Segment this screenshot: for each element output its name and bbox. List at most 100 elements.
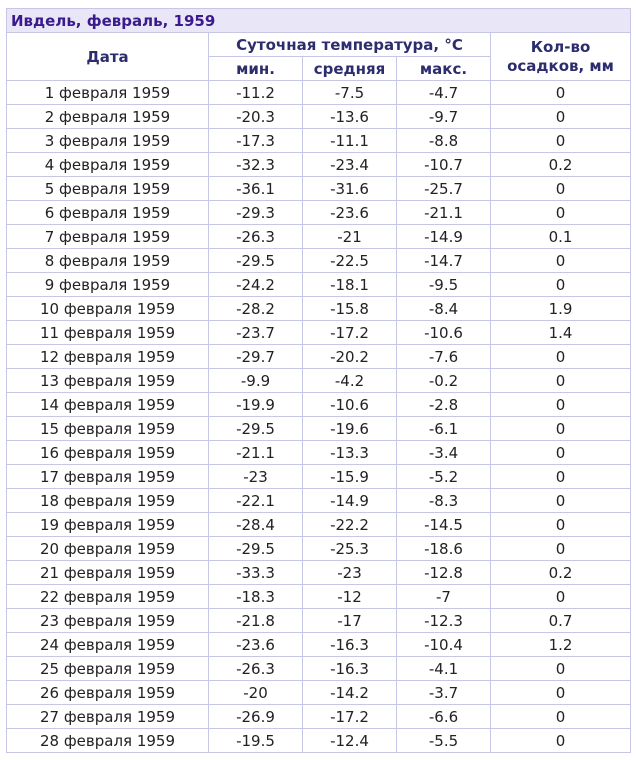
date-cell: 6 февраля 1959 — [6, 200, 209, 225]
avg-temp-cell: -23.6 — [302, 200, 397, 225]
precipitation-header: Кол-во осадков, мм — [489, 32, 632, 81]
max-temp-cell: -2.8 — [396, 392, 491, 417]
max-temp-cell: -14.7 — [396, 248, 491, 273]
date-cell: 17 февраля 1959 — [6, 464, 209, 489]
data-row: 2 февраля 1959 -20.3 -13.6 -9.7 0 — [6, 104, 632, 129]
min-temp-cell: -21.1 — [208, 440, 303, 465]
min-temp-cell: -9.9 — [208, 368, 303, 393]
data-row: 20 февраля 1959 -29.5 -25.3 -18.6 0 — [6, 536, 632, 561]
data-row: 15 февраля 1959 -29.5 -19.6 -6.1 0 — [6, 416, 632, 441]
date-cell: 19 февраля 1959 — [6, 512, 209, 537]
precipitation-cell: 0 — [489, 344, 632, 369]
max-temp-cell: -8.3 — [396, 488, 491, 513]
avg-temp-cell: -16.3 — [302, 632, 397, 657]
avg-temp-cell: -31.6 — [302, 176, 397, 201]
min-temp-cell: -22.1 — [208, 488, 303, 513]
data-row: 3 февраля 1959 -17.3 -11.1 -8.8 0 — [6, 128, 632, 153]
precipitation-cell: 0 — [489, 440, 632, 465]
max-temp-cell: -3.7 — [396, 680, 491, 705]
max-temp-cell: -0.2 — [396, 368, 491, 393]
min-temp-cell: -26.3 — [208, 656, 303, 681]
subheader-row: мин. средняя макс. — [7, 56, 631, 81]
avg-temp-cell: -17 — [302, 608, 397, 633]
avg-temp-cell: -7.5 — [302, 80, 397, 105]
min-temp-cell: -21.8 — [208, 608, 303, 633]
precipitation-cell: 0 — [489, 104, 632, 129]
date-cell: 27 февраля 1959 — [6, 704, 209, 729]
date-cell: 9 февраля 1959 — [6, 272, 209, 297]
data-row: 21 февраля 1959 -33.3 -23 -12.8 0.2 — [6, 560, 632, 585]
max-temp-cell: -10.6 — [396, 320, 491, 345]
max-temp-cell: -21.1 — [396, 200, 491, 225]
data-row: 23 февраля 1959 -21.8 -17 -12.3 0.7 — [6, 608, 632, 633]
precipitation-cell: 0.2 — [489, 560, 632, 585]
min-temp-cell: -20.3 — [208, 104, 303, 129]
min-temp-cell: -26.9 — [208, 704, 303, 729]
min-temp-cell: -32.3 — [208, 152, 303, 177]
date-cell: 5 февраля 1959 — [6, 176, 209, 201]
precipitation-cell: 0 — [489, 704, 632, 729]
date-cell: 16 февраля 1959 — [6, 440, 209, 465]
precipitation-cell: 0 — [489, 488, 632, 513]
min-temp-cell: -23.6 — [208, 632, 303, 657]
min-temp-cell: -29.5 — [208, 416, 303, 441]
date-cell: 15 февраля 1959 — [6, 416, 209, 441]
min-temp-cell: -18.3 — [208, 584, 303, 609]
data-row: 25 февраля 1959 -26.3 -16.3 -4.1 0 — [6, 656, 632, 681]
data-row: 5 февраля 1959 -36.1 -31.6 -25.7 0 — [6, 176, 632, 201]
max-temp-cell: -7.6 — [396, 344, 491, 369]
precipitation-cell: 0 — [489, 464, 632, 489]
header-row: Дата Суточная температура, °C Кол-во оса… — [6, 32, 632, 81]
min-temp-cell: -29.3 — [208, 200, 303, 225]
precipitation-cell: 0 — [489, 680, 632, 705]
data-row: 10 февраля 1959 -28.2 -15.8 -8.4 1.9 — [6, 296, 632, 321]
min-temp-cell: -24.2 — [208, 272, 303, 297]
max-header: макс. — [396, 56, 491, 81]
data-row: 16 февраля 1959 -21.1 -13.3 -3.4 0 — [6, 440, 632, 465]
max-temp-cell: -4.1 — [396, 656, 491, 681]
max-temp-cell: -14.5 — [396, 512, 491, 537]
data-row: 26 февраля 1959 -20 -14.2 -3.7 0 — [6, 680, 632, 705]
max-temp-cell: -5.5 — [396, 728, 491, 753]
precipitation-cell: 1.9 — [489, 296, 632, 321]
avg-temp-cell: -21 — [302, 224, 397, 249]
precipitation-cell: 0 — [489, 128, 632, 153]
avg-temp-cell: -15.9 — [302, 464, 397, 489]
data-row: 18 февраля 1959 -22.1 -14.9 -8.3 0 — [6, 488, 632, 513]
max-temp-cell: -18.6 — [396, 536, 491, 561]
date-cell: 26 февраля 1959 — [6, 680, 209, 705]
max-temp-cell: -4.7 — [396, 80, 491, 105]
min-temp-cell: -17.3 — [208, 128, 303, 153]
date-cell: 2 февраля 1959 — [6, 104, 209, 129]
min-temp-cell: -28.2 — [208, 296, 303, 321]
precipitation-cell: 0.2 — [489, 152, 632, 177]
date-cell: 7 февраля 1959 — [6, 224, 209, 249]
min-temp-cell: -26.3 — [208, 224, 303, 249]
max-temp-cell: -25.7 — [396, 176, 491, 201]
precipitation-cell: 0 — [489, 536, 632, 561]
precipitation-cell: 0.7 — [489, 608, 632, 633]
precipitation-cell: 1.2 — [489, 632, 632, 657]
avg-temp-cell: -12 — [302, 584, 397, 609]
date-cell: 1 февраля 1959 — [6, 80, 209, 105]
date-cell: 12 февраля 1959 — [6, 344, 209, 369]
avg-temp-cell: -10.6 — [302, 392, 397, 417]
min-temp-cell: -23.7 — [208, 320, 303, 345]
precipitation-cell: 0 — [489, 200, 632, 225]
avg-temp-cell: -18.1 — [302, 272, 397, 297]
min-header: мин. — [208, 56, 303, 81]
avg-temp-cell: -16.3 — [302, 656, 397, 681]
precipitation-cell: 0 — [489, 368, 632, 393]
data-row: 1 февраля 1959 -11.2 -7.5 -4.7 0 — [6, 80, 632, 105]
min-temp-cell: -29.5 — [208, 536, 303, 561]
date-cell: 28 февраля 1959 — [6, 728, 209, 753]
data-row: 7 февраля 1959 -26.3 -21 -14.9 0.1 — [6, 224, 632, 249]
min-temp-cell: -20 — [208, 680, 303, 705]
data-row: 28 февраля 1959 -19.5 -12.4 -5.5 0 — [6, 728, 632, 753]
avg-temp-cell: -25.3 — [302, 536, 397, 561]
data-row: 22 февраля 1959 -18.3 -12 -7 0 — [6, 584, 632, 609]
avg-temp-cell: -17.2 — [302, 704, 397, 729]
avg-temp-cell: -19.6 — [302, 416, 397, 441]
avg-temp-cell: -22.5 — [302, 248, 397, 273]
